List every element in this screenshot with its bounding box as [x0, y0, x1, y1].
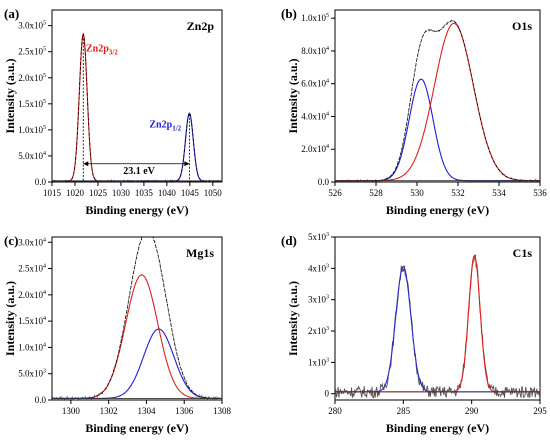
y-axis-label: Intensity (a.u.)	[3, 58, 17, 133]
x-tick-label: 1020	[66, 188, 85, 198]
chart-panel-2: (b) O1s 526 528 530 532 534 536 0.0 2.0x104 4.0x10…	[281, 6, 547, 217]
fit-component-line	[335, 265, 540, 393]
y-tick-label: 8.0x104	[301, 46, 329, 56]
y-axis-label: Intensity (a.u.)	[3, 281, 17, 356]
panel-letter: (d)	[281, 233, 297, 248]
peak-annotation: Zn2p3/2	[86, 44, 118, 57]
y-tick-label: 1.0x105	[301, 13, 329, 23]
x-tick-label: 530	[410, 188, 424, 198]
x-axis-label: Binding energy (eV)	[85, 421, 188, 435]
x-tick-label: 1300	[62, 406, 81, 416]
y-tick-label: 3x103	[308, 295, 329, 305]
x-tick-label: 1302	[100, 406, 118, 416]
y-tick-label: 5.0x103	[18, 369, 46, 379]
x-tick-label: 1015	[43, 188, 62, 198]
x-tick-label: 1035	[135, 188, 154, 198]
experimental-data-line	[52, 33, 222, 182]
y-tick-label: 2.5x105	[18, 47, 46, 57]
plot-frame	[51, 236, 223, 401]
experimental-data-line	[335, 254, 540, 399]
fit-component-line	[52, 274, 222, 399]
y-tick-label: 2.0x104	[301, 144, 329, 154]
y-tick-label: 2.0x105	[18, 73, 46, 83]
x-tick-label: 280	[328, 406, 342, 416]
x-axis-label: Binding energy (eV)	[85, 203, 188, 217]
peak-annotation: 23.1 eV	[123, 166, 155, 177]
panel-letter: (a)	[4, 6, 19, 21]
y-axis-label: Intensity (a.u.)	[286, 58, 300, 133]
experimental-data-line	[335, 19, 540, 182]
y-tick-label: 0	[325, 389, 330, 399]
x-tick-label: 526	[328, 188, 342, 198]
chart-panel-4: (d) C1s 280 285 290 295 0 1x103 2x103 3x103 4x103 5…	[281, 232, 547, 435]
x-tick-label: 285	[397, 406, 411, 416]
panel-title: Mg1s	[186, 246, 214, 260]
plot-area	[335, 254, 540, 399]
panel-title: Zn2p	[187, 19, 215, 33]
fit-component-line	[335, 78, 540, 182]
fit-envelope-line	[52, 33, 222, 182]
fit-component-line	[335, 254, 540, 393]
panel-letter: (c)	[4, 233, 18, 248]
x-tick-label: 1306	[175, 406, 194, 416]
x-tick-label: 1308	[213, 406, 232, 416]
y-axis-label: Intensity (a.u.)	[286, 281, 300, 356]
plot-area	[52, 32, 222, 182]
x-tick-label: 1045	[181, 188, 200, 198]
y-tick-label: 1.5x105	[18, 99, 46, 109]
fit-component-line	[52, 328, 222, 399]
y-tick-label: 0.0	[35, 395, 47, 405]
fit-envelope-line	[335, 20, 540, 182]
y-tick-label: 5x103	[308, 232, 329, 242]
x-tick-label: 534	[492, 188, 506, 198]
y-tick-label: 4x103	[308, 263, 329, 273]
y-tick-label: 4.0x104	[301, 111, 329, 121]
x-tick-label: 528	[369, 188, 383, 198]
x-tick-label: 1040	[158, 188, 177, 198]
x-tick-label: 536	[533, 188, 547, 198]
y-tick-label: 2.5x104	[18, 264, 46, 274]
y-tick-label: 0.0	[35, 177, 47, 187]
y-tick-label: 2x103	[308, 326, 329, 336]
y-tick-label: 2.0x104	[18, 290, 46, 300]
x-tick-label: 290	[465, 406, 479, 416]
y-tick-label: 3.0x105	[18, 21, 46, 31]
panel-letter: (b)	[281, 6, 297, 21]
y-tick-label: 6.0x104	[301, 79, 329, 89]
chart-panel-1: (a) Zn2p 1015 1020 1025 1030 1035 1040 1045 1050 0…	[3, 6, 223, 217]
plot-frame	[334, 236, 541, 401]
x-tick-label: 295	[533, 406, 547, 416]
x-tick-label: 532	[451, 188, 465, 198]
arrow-head	[184, 161, 190, 167]
y-tick-label: 5.0x104	[18, 151, 46, 161]
plot-frame	[334, 9, 541, 183]
arrow-head	[83, 161, 89, 167]
x-axis-label: Binding energy (eV)	[386, 203, 489, 217]
fit-component-line	[335, 22, 540, 182]
y-tick-label: 3.0x104	[18, 237, 46, 247]
x-tick-label: 1050	[204, 188, 223, 198]
x-tick-label: 1304	[137, 406, 156, 416]
plot-area	[335, 19, 540, 182]
y-tick-label: 0.0	[318, 177, 330, 187]
y-tick-label: 1x103	[308, 357, 329, 367]
plot-area	[52, 237, 222, 400]
panel-title: O1s	[512, 19, 532, 33]
fit-component-line	[52, 32, 222, 182]
x-tick-label: 1025	[89, 188, 108, 198]
chart-panel-3: (c) Mg1s 1300 1302 1304 1306 1308 0.0 5.0x103 1.0…	[3, 233, 232, 435]
x-tick-label: 1030	[112, 188, 131, 198]
peak-annotation: Zn2p1/2	[149, 119, 181, 132]
y-tick-label: 1.0x105	[18, 125, 46, 135]
y-tick-label: 1.0x104	[18, 342, 46, 352]
panel-title: C1s	[513, 246, 533, 260]
x-axis-label: Binding energy (eV)	[386, 421, 489, 435]
y-tick-label: 1.5x104	[18, 316, 46, 326]
plot-frame	[51, 9, 223, 183]
